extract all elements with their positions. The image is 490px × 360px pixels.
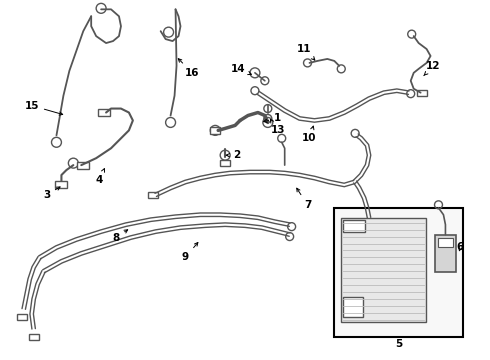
Text: 13: 13 — [270, 120, 285, 135]
Text: 10: 10 — [302, 126, 317, 143]
Text: 12: 12 — [424, 61, 441, 76]
Bar — [77, 162, 89, 168]
Bar — [334, 208, 464, 337]
Text: 11: 11 — [297, 44, 315, 60]
Bar — [148, 192, 158, 198]
Text: 3: 3 — [43, 187, 60, 200]
Bar — [438, 238, 453, 247]
Bar — [341, 218, 426, 322]
Text: 16: 16 — [178, 59, 199, 78]
Text: 8: 8 — [112, 230, 128, 243]
Text: 9: 9 — [182, 243, 198, 262]
Bar — [343, 220, 365, 231]
Text: 1: 1 — [264, 113, 281, 123]
Bar — [435, 235, 456, 272]
Text: 6: 6 — [457, 243, 464, 252]
Bar — [55, 181, 68, 188]
Text: 15: 15 — [24, 100, 63, 115]
Bar — [29, 334, 39, 340]
Text: 2: 2 — [226, 150, 241, 160]
Bar — [416, 90, 427, 96]
Text: 4: 4 — [96, 168, 104, 185]
Text: 5: 5 — [395, 339, 402, 349]
Bar — [98, 109, 110, 116]
Bar — [210, 127, 220, 134]
Bar — [220, 160, 230, 166]
Bar — [17, 314, 26, 320]
Bar — [343, 297, 363, 317]
Text: 14: 14 — [231, 64, 251, 75]
Text: 7: 7 — [297, 188, 311, 210]
